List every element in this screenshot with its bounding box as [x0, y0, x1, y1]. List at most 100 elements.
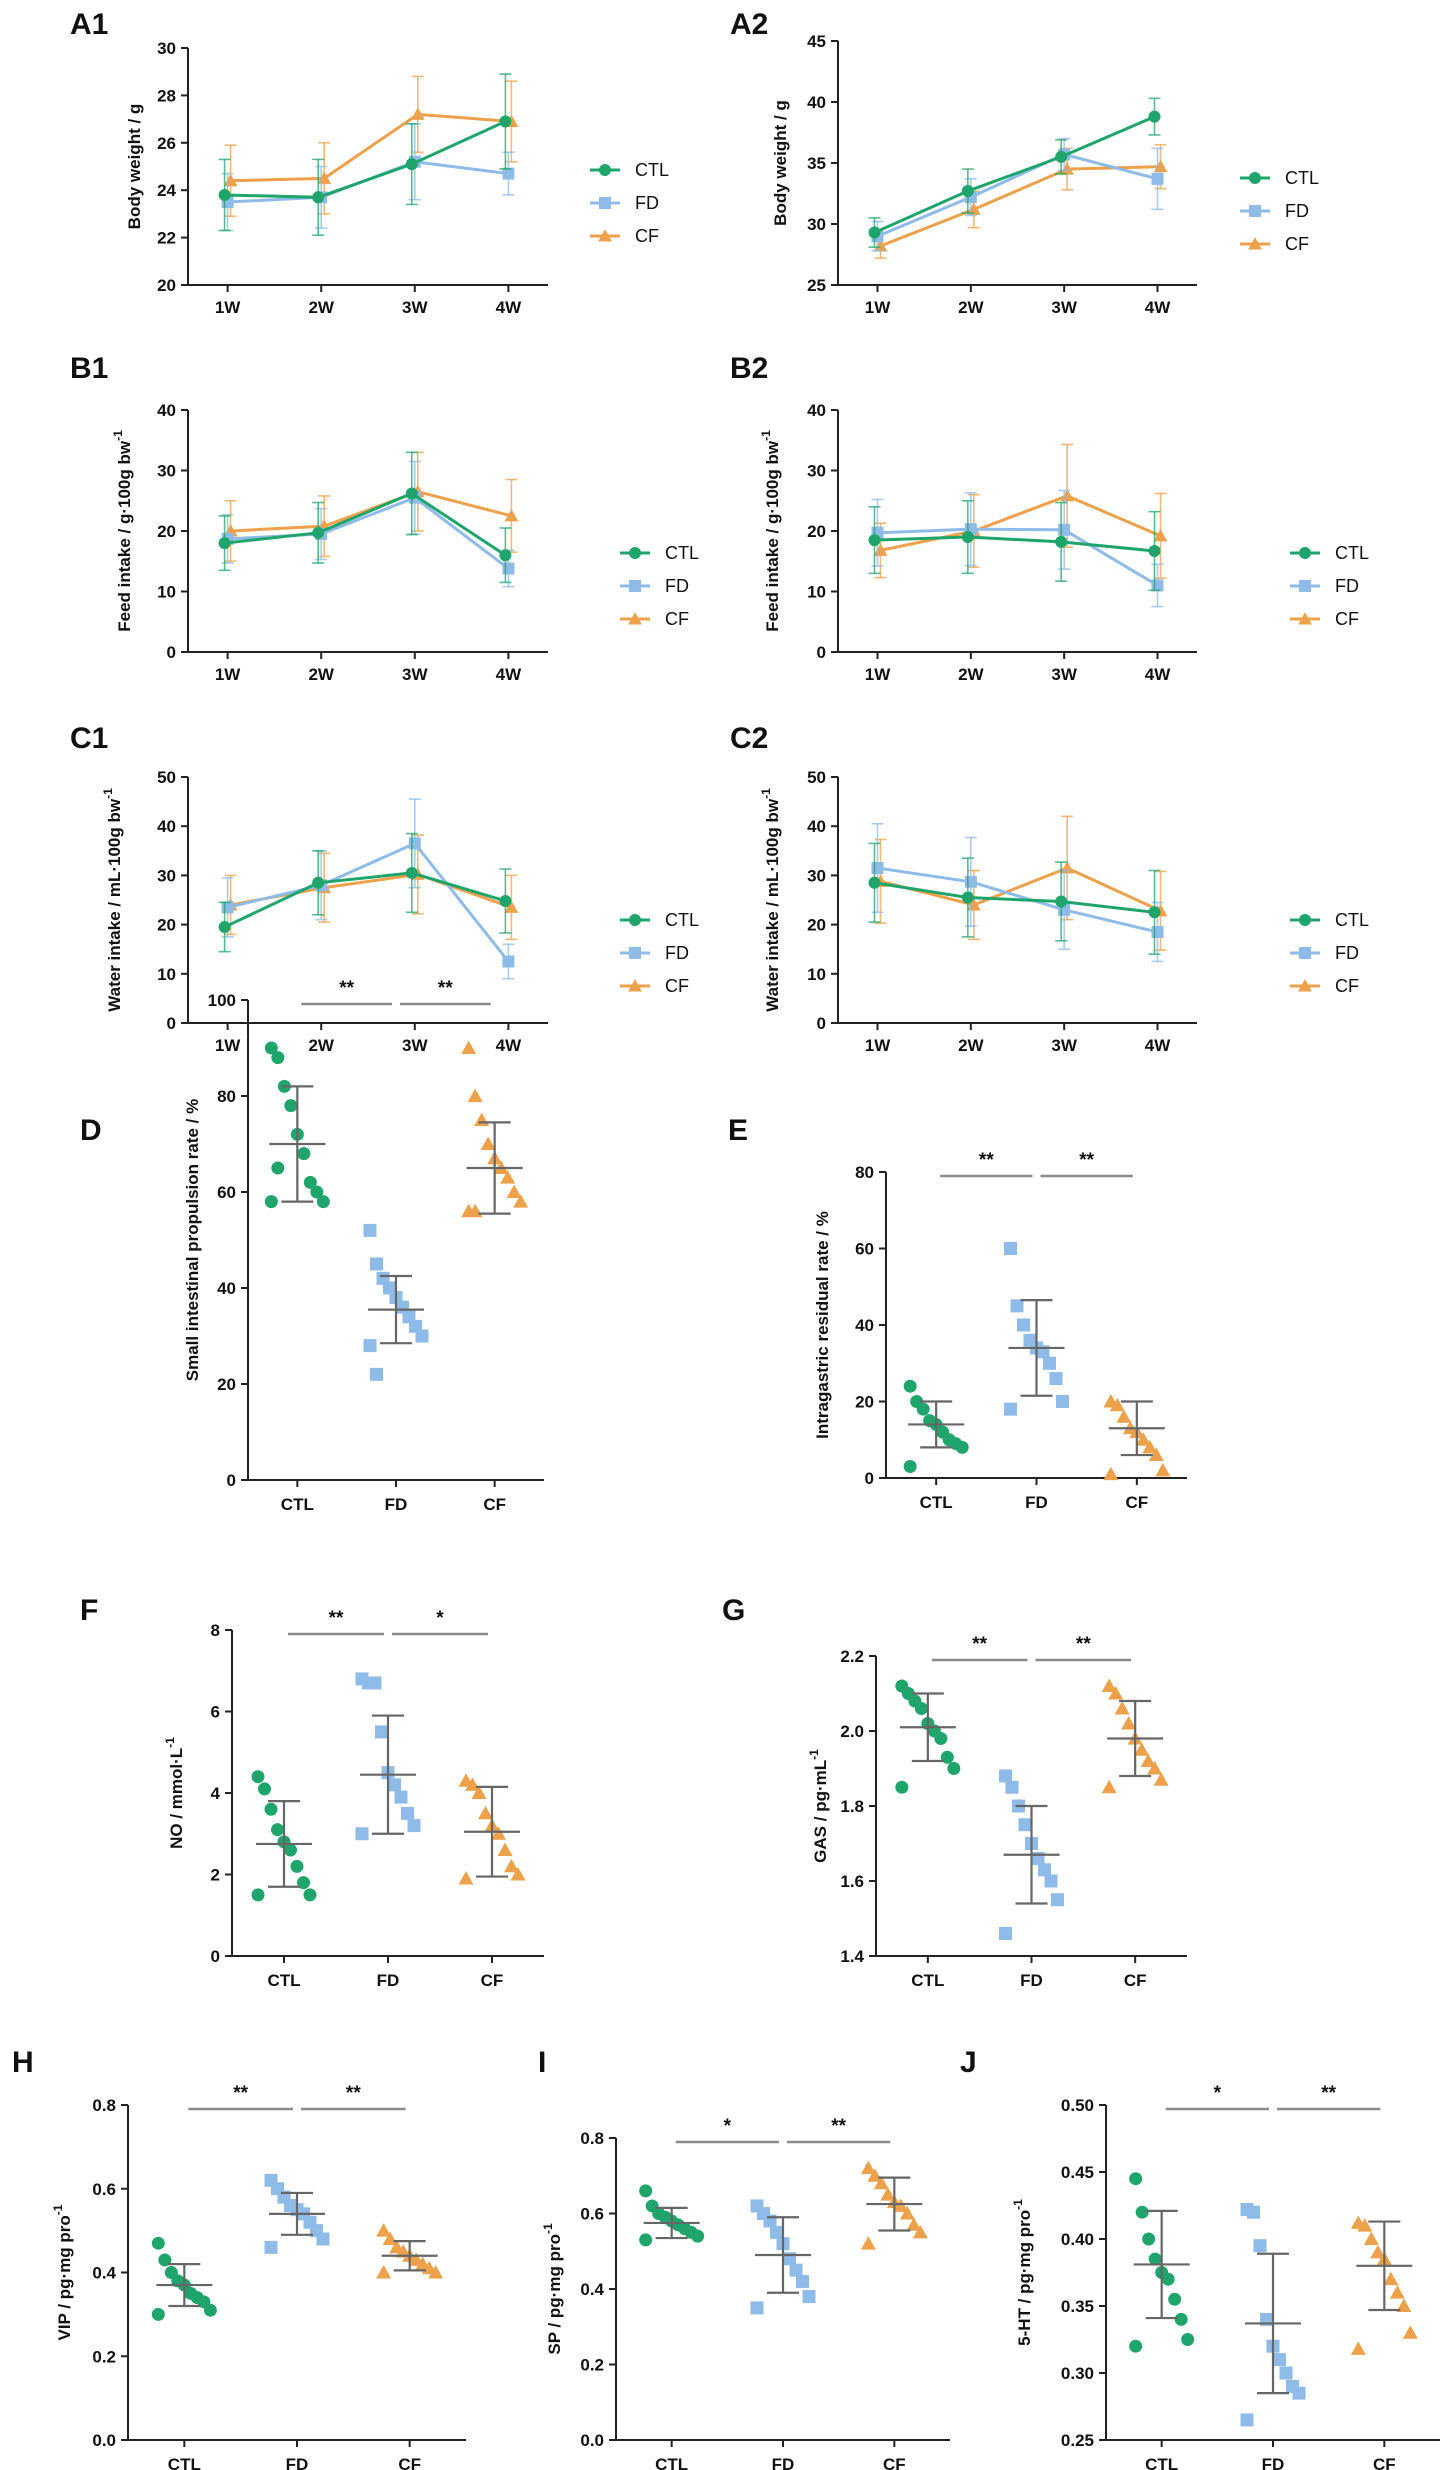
- panel-c2: C2 0 10 20 30 40 50 Water intake / mL·100g bw-1…: [730, 722, 1369, 1055]
- x-tick-label: 1W: [865, 665, 891, 684]
- series-line: [876, 152, 1158, 238]
- data-point: [158, 2253, 172, 2267]
- series-line: [879, 165, 1161, 248]
- y-axis-label-superscript: -1: [759, 430, 773, 441]
- data-point: [789, 2263, 803, 2277]
- data-point: [510, 1867, 526, 1881]
- data-point: [1363, 2231, 1379, 2245]
- data-point: [1129, 2172, 1143, 2186]
- data-point: [1292, 2386, 1306, 2400]
- data-point: [264, 1195, 278, 1209]
- legend-label: CF: [665, 609, 689, 629]
- legend: CTL FD CF: [1290, 910, 1369, 996]
- data-point: [480, 1136, 496, 1150]
- panel-label: E: [728, 1114, 748, 1147]
- y-axis-label-text: Body weight / g: [771, 100, 790, 226]
- data-point: [1174, 2312, 1188, 2326]
- group-ctl: [895, 1679, 961, 1794]
- data-point: [639, 2233, 653, 2247]
- y-axis-label-text: Small intestinal propulsion rate / %: [183, 1099, 202, 1381]
- data-point: [893, 2198, 909, 2212]
- panel-label: I: [538, 2046, 546, 2079]
- data-point: [290, 1859, 304, 1873]
- significance-label: **: [979, 1150, 994, 1171]
- legend-label: FD: [1335, 943, 1359, 963]
- data-point: [1005, 1780, 1019, 1794]
- series-cf: [223, 834, 519, 941]
- data-point: [691, 2229, 705, 2243]
- data-point: [504, 900, 519, 913]
- significance-label: **: [972, 1634, 987, 1655]
- panel-b1: B1 0 10 20 30 40 Feed intake / g·100g bw-1 1W 2W…: [70, 352, 699, 684]
- x-tick-label: FD: [385, 1495, 408, 1514]
- y-tick-label: 80: [855, 1163, 874, 1182]
- y-axis-label-superscript: -1: [759, 788, 773, 799]
- data-point: [940, 1750, 954, 1764]
- y-tick-label: 0.8: [92, 2096, 116, 2115]
- y-axis-label: GAS / pg·mL-1: [807, 1749, 830, 1863]
- legend-marker: [1299, 547, 1311, 559]
- y-tick-label: 0.2: [580, 2356, 604, 2375]
- legend-marker: [1249, 172, 1261, 184]
- y-tick-label: 0.6: [580, 2205, 604, 2224]
- y-axis-label-text: 5-HT / pg·mg pro: [1015, 2210, 1034, 2346]
- x-tick-label: 1W: [215, 298, 241, 317]
- data-point: [1134, 1742, 1150, 1756]
- data-point: [1114, 1701, 1130, 1715]
- data-point: [1060, 861, 1075, 874]
- data-point: [370, 1257, 383, 1271]
- data-point: [218, 537, 231, 550]
- group-cf: [1103, 1394, 1171, 1481]
- data-point: [1116, 1409, 1132, 1423]
- data-point: [1247, 2205, 1260, 2219]
- y-axis-label: SP / pg·mg pro-1: [541, 2223, 564, 2355]
- y-tick-label: 1.8: [840, 1797, 864, 1816]
- series-cf: [223, 451, 519, 563]
- x-tick-label: 1W: [215, 665, 241, 684]
- y-axis-label-text: NO / mmol·L: [167, 1748, 186, 1849]
- legend-marker: [629, 947, 641, 959]
- y-tick-label: 40: [217, 1279, 236, 1298]
- data-point: [868, 534, 881, 547]
- data-point: [1004, 1402, 1017, 1416]
- legend-marker: [599, 164, 611, 176]
- x-tick-label: CTL: [1145, 2455, 1178, 2470]
- group-cf: [458, 1773, 526, 1885]
- significance-label: **: [1079, 1150, 1094, 1171]
- data-point: [218, 188, 231, 201]
- panel-label: H: [12, 2046, 34, 2079]
- data-point: [363, 1339, 377, 1353]
- x-tick-label: 3W: [402, 1036, 428, 1055]
- legend-marker: [629, 914, 641, 926]
- data-point: [1018, 1818, 1032, 1832]
- data-point: [1060, 162, 1075, 175]
- legend-marker: [628, 612, 642, 625]
- panel-label: J: [960, 2046, 977, 2079]
- data-point: [961, 185, 974, 198]
- y-axis-label-text: Water intake / mL·100g bw: [105, 798, 124, 1012]
- data-point: [394, 1790, 408, 1804]
- data-point: [504, 1858, 519, 1873]
- series-line: [877, 866, 1158, 934]
- group-ctl: [251, 1770, 317, 1902]
- y-tick-label: 22: [157, 229, 176, 248]
- data-point: [405, 158, 418, 171]
- y-tick-label: 30: [157, 39, 176, 58]
- y-tick-label: 2: [211, 1866, 220, 1885]
- y-tick-label: 0.8: [580, 2129, 604, 2148]
- x-tick-label: CTL: [267, 1971, 300, 1990]
- data-point: [376, 2265, 392, 2279]
- data-point: [906, 2217, 922, 2231]
- data-point: [1055, 150, 1068, 163]
- y-tick-label: 0: [817, 643, 826, 662]
- data-point: [1055, 895, 1068, 908]
- data-point: [1056, 1395, 1069, 1408]
- legend-label: FD: [665, 943, 689, 963]
- data-point: [474, 1112, 490, 1126]
- data-point: [1121, 1716, 1137, 1730]
- data-point: [1147, 1761, 1163, 1775]
- data-point: [873, 2175, 889, 2190]
- data-point: [903, 1460, 917, 1474]
- y-axis-label: Feed intake / g·100g bw-1: [111, 430, 134, 632]
- data-point: [1383, 2271, 1399, 2286]
